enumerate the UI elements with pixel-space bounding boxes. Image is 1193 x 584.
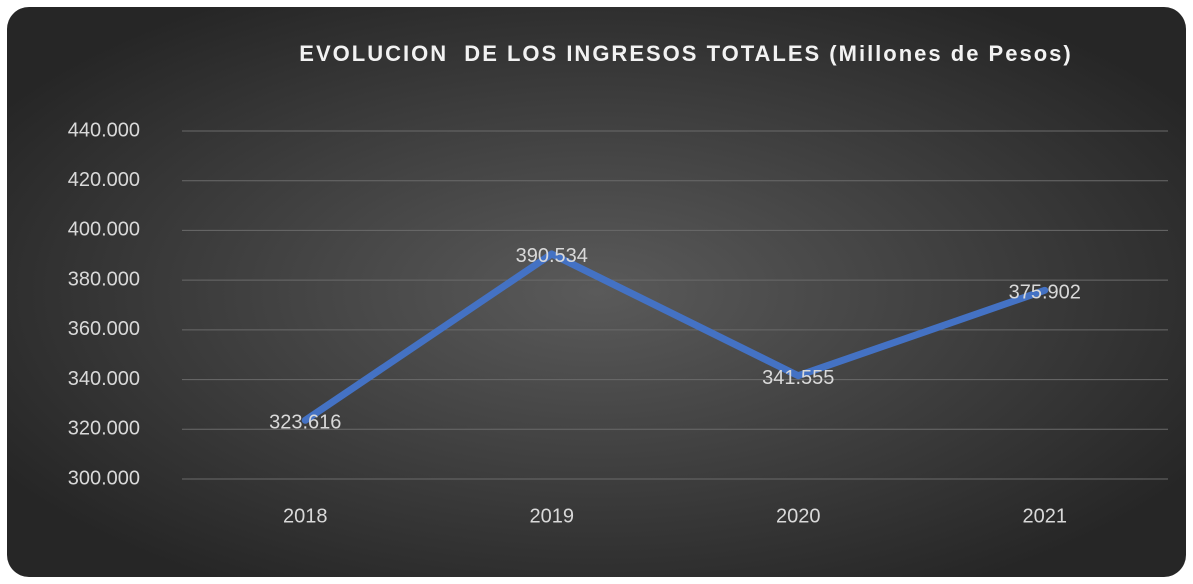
- x-tick-label: 2021: [1023, 505, 1068, 527]
- y-tick-label: 420.000: [68, 169, 140, 191]
- y-tick-label: 320.000: [68, 418, 140, 440]
- y-tick-label: 340.000: [68, 368, 140, 390]
- line: [301, 250, 1049, 424]
- y-tick-label: 360.000: [68, 318, 140, 340]
- data-label: 390.534: [516, 245, 588, 267]
- x-tick-label: 2020: [776, 505, 821, 527]
- y-tick-label: 400.000: [68, 219, 140, 241]
- x-tick-label: 2019: [530, 505, 575, 527]
- y-tick-label: 440.000: [68, 119, 140, 141]
- data-label: 323.616: [269, 412, 341, 434]
- chart-background: [7, 7, 1186, 577]
- y-tick-label: 380.000: [68, 268, 140, 290]
- y-tick-label: 300.000: [68, 467, 140, 489]
- x-tick-label: 2018: [283, 505, 328, 527]
- chart-title: EVOLUCION DE LOS INGRESOS TOTALES (Millo…: [299, 41, 1072, 66]
- data-label: 341.555: [762, 367, 834, 389]
- data-label: 375.902: [1009, 282, 1081, 304]
